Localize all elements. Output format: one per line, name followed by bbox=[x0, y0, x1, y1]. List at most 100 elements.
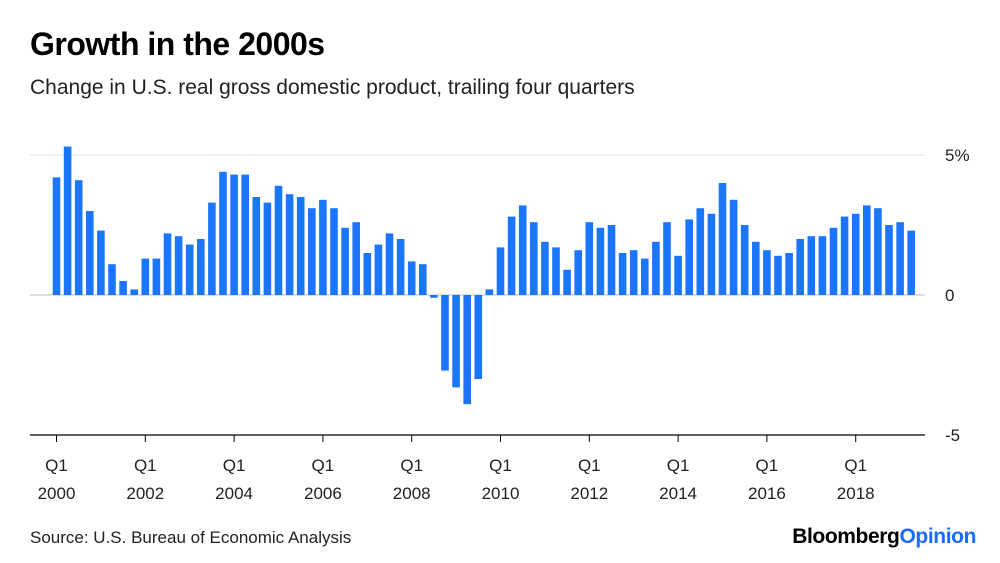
x-tick-label: Q1 bbox=[312, 456, 335, 475]
x-tick-label: Q1 bbox=[667, 456, 690, 475]
x-tick-label: Q1 bbox=[756, 456, 779, 475]
bar bbox=[152, 258, 161, 295]
brand-logo: BloombergOpinion bbox=[792, 525, 976, 549]
x-tick-label: 2016 bbox=[748, 484, 786, 503]
bar bbox=[130, 289, 138, 295]
bar bbox=[452, 295, 460, 388]
bar bbox=[263, 202, 272, 295]
x-tick-label: Q1 bbox=[400, 456, 423, 475]
bar bbox=[385, 233, 394, 295]
bar bbox=[219, 171, 227, 295]
bar bbox=[496, 247, 505, 295]
bar bbox=[663, 222, 671, 295]
bar bbox=[141, 258, 150, 295]
x-tick-label: 2008 bbox=[393, 484, 431, 503]
bar bbox=[52, 177, 61, 295]
bar bbox=[341, 227, 349, 295]
bar bbox=[641, 258, 649, 295]
bar bbox=[197, 239, 205, 295]
x-tick-label: 2006 bbox=[304, 484, 342, 503]
bar bbox=[740, 225, 749, 295]
bar bbox=[485, 289, 494, 295]
x-tick-label: 2012 bbox=[570, 484, 608, 503]
x-tick-label: Q1 bbox=[578, 456, 601, 475]
bar bbox=[163, 233, 172, 295]
bar bbox=[796, 239, 804, 295]
bar bbox=[441, 295, 449, 371]
bar bbox=[108, 264, 116, 295]
bar bbox=[174, 236, 183, 295]
bar bbox=[618, 253, 627, 295]
bar bbox=[74, 180, 83, 295]
bar bbox=[252, 197, 261, 295]
chart-subtitle: Change in U.S. real gross domestic produ… bbox=[30, 76, 635, 99]
bar bbox=[840, 216, 849, 295]
bar bbox=[907, 230, 915, 295]
bar bbox=[674, 255, 682, 295]
bar bbox=[885, 225, 893, 295]
x-tick-label: 2010 bbox=[482, 484, 520, 503]
bar bbox=[829, 227, 838, 295]
x-tick-label: 2000 bbox=[38, 484, 76, 503]
bar bbox=[774, 255, 782, 295]
bar bbox=[285, 194, 294, 295]
x-tick-label: 2018 bbox=[837, 484, 875, 503]
bar bbox=[896, 222, 904, 295]
bar bbox=[563, 269, 571, 295]
bar bbox=[230, 174, 238, 295]
brand-logo-part2: Opinion bbox=[899, 525, 976, 548]
x-tick-label: Q1 bbox=[134, 456, 157, 475]
bar bbox=[596, 227, 605, 295]
x-tick-label: Q1 bbox=[844, 456, 867, 475]
bar bbox=[407, 261, 416, 295]
bar bbox=[574, 250, 582, 295]
y-tick-label: 0 bbox=[945, 286, 954, 305]
y-tick-label: -5 bbox=[945, 426, 960, 445]
bar bbox=[86, 211, 94, 295]
bar bbox=[763, 250, 771, 295]
bar bbox=[807, 236, 816, 295]
bar bbox=[707, 213, 716, 295]
bar bbox=[374, 244, 383, 295]
bar bbox=[652, 241, 660, 295]
bar bbox=[396, 239, 405, 295]
bar bbox=[818, 236, 827, 295]
bar bbox=[785, 253, 793, 295]
x-tick-label: 2014 bbox=[659, 484, 697, 503]
x-tick-label: Q1 bbox=[223, 456, 246, 475]
bar bbox=[274, 185, 283, 295]
bar bbox=[607, 225, 616, 295]
bar bbox=[363, 253, 372, 295]
bar bbox=[119, 281, 127, 295]
chart-title: Growth in the 2000s bbox=[30, 26, 325, 62]
bar bbox=[241, 174, 249, 295]
bar bbox=[330, 208, 338, 295]
bar bbox=[752, 241, 760, 295]
bar bbox=[185, 244, 194, 295]
x-tick-label: 2002 bbox=[126, 484, 164, 503]
bar bbox=[530, 222, 538, 295]
bar bbox=[552, 247, 560, 295]
bar bbox=[507, 216, 516, 295]
x-tick-label: 2004 bbox=[215, 484, 253, 503]
bar bbox=[685, 219, 693, 295]
bar bbox=[718, 183, 727, 295]
brand-logo-part1: Bloomberg bbox=[792, 525, 900, 548]
bar bbox=[863, 205, 871, 295]
bar bbox=[430, 295, 438, 298]
bar bbox=[696, 208, 705, 295]
source-note: Source: U.S. Bureau of Economic Analysis bbox=[30, 528, 352, 547]
bar bbox=[208, 202, 216, 295]
bar bbox=[585, 222, 594, 295]
bar bbox=[97, 230, 105, 295]
bar bbox=[352, 222, 360, 295]
bar bbox=[851, 213, 860, 295]
x-tick-label: Q1 bbox=[45, 456, 68, 475]
bar bbox=[729, 199, 738, 295]
bar bbox=[308, 208, 316, 295]
bar bbox=[474, 295, 483, 379]
bar bbox=[419, 264, 427, 295]
bar bbox=[518, 205, 527, 295]
x-tick-label: Q1 bbox=[489, 456, 512, 475]
